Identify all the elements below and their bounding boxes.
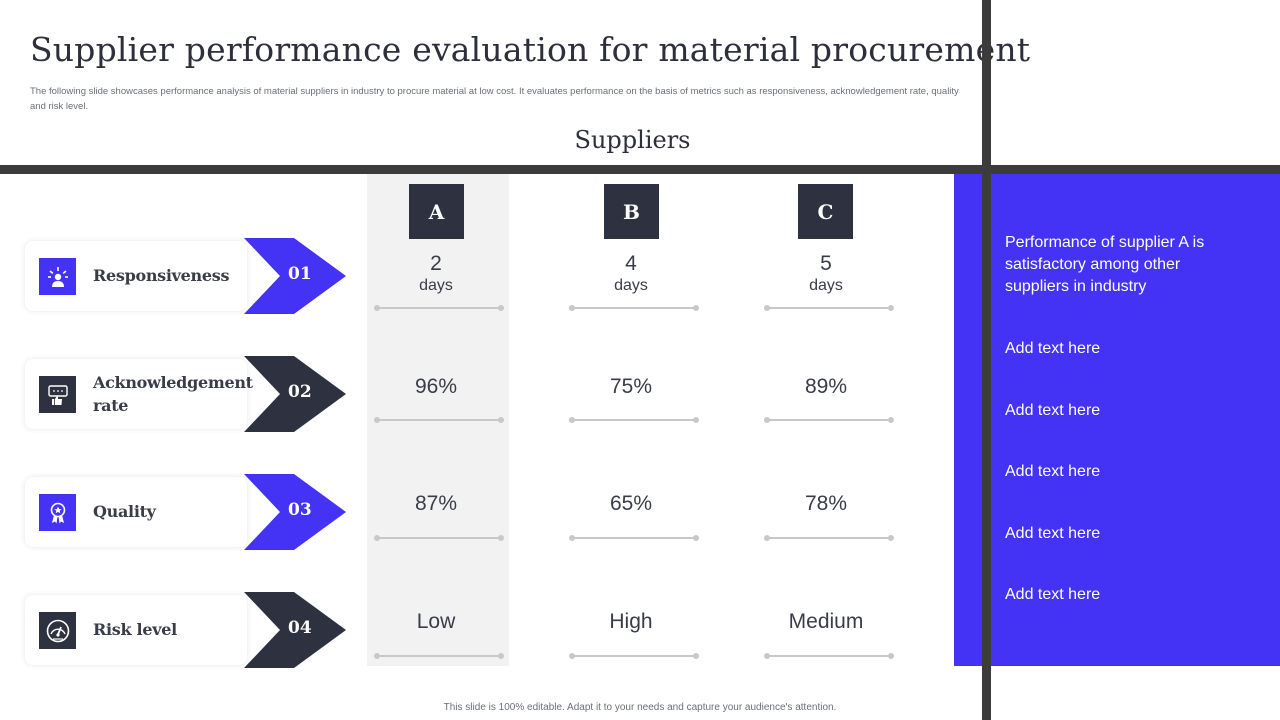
side-panel-item: Add text here <box>1005 586 1101 603</box>
value-unit: days <box>809 277 843 294</box>
side-panel-item: Add text here <box>1005 525 1101 542</box>
metric-card-responsiveness: Responsiveness <box>25 241 247 311</box>
row-separator <box>764 653 894 659</box>
side-panel: Performance of supplier A is satisfactor… <box>954 174 1280 666</box>
value-number: 89% <box>804 375 848 398</box>
side-panel-highlight: Performance of supplier A is satisfactor… <box>1005 234 1205 295</box>
row-separator <box>569 417 699 423</box>
acknowledgement-value-c: 89% <box>756 375 896 399</box>
metric-card-risk-level: Risk level <box>25 595 247 665</box>
gauge-icon <box>39 612 76 649</box>
award-badge-icon <box>39 494 76 531</box>
row-separator <box>374 535 504 541</box>
horizontal-divider <box>0 165 1280 174</box>
responsiveness-value-a: 2 days <box>366 252 506 296</box>
value-number: 4 <box>625 252 637 275</box>
value-number: 75% <box>609 375 653 398</box>
metric-card-acknowledgement: Acknowledgement rate <box>25 359 253 429</box>
metric-label: Quality <box>93 502 156 521</box>
footer-note: This slide is 100% editable. Adapt it to… <box>443 702 837 713</box>
metric-card-quality: Quality <box>25 477 247 547</box>
chevron-02 <box>244 356 346 432</box>
value-number: 96% <box>414 375 458 398</box>
responsiveness-value-c: 5 days <box>756 252 896 296</box>
quality-value-a: 87% <box>366 492 506 516</box>
supplier-c-header: C <box>798 184 853 239</box>
chevron-04 <box>244 592 346 668</box>
row-separator <box>569 653 699 659</box>
value-unit: days <box>614 277 648 294</box>
value-number: 65% <box>609 492 653 515</box>
page-title: Supplier performance evaluation for mate… <box>30 30 1031 69</box>
page-subtitle: The following slide showcases performanc… <box>30 86 959 112</box>
value-number: 5 <box>820 252 832 275</box>
row-separator <box>569 305 699 311</box>
supplier-a-header: A <box>409 184 464 239</box>
quality-value-b: 65% <box>561 492 701 516</box>
row-separator <box>374 305 504 311</box>
metric-label: rate <box>93 396 129 415</box>
value-text: High <box>609 610 653 633</box>
person-bell-icon <box>39 258 76 295</box>
chevron-01 <box>244 238 346 314</box>
metric-label: Risk level <box>93 620 177 639</box>
supplier-b-header: B <box>604 184 659 239</box>
suppliers-heading: Suppliers <box>574 126 691 154</box>
value-number: 78% <box>804 492 848 515</box>
acknowledgement-value-b: 75% <box>561 375 701 399</box>
value-number: 2 <box>430 252 442 275</box>
responsiveness-value-b: 4 days <box>561 252 701 296</box>
value-text: Medium <box>788 610 864 633</box>
thumbs-up-chat-icon <box>39 376 76 413</box>
side-panel-item: Add text here <box>1005 340 1101 357</box>
value-text: Low <box>416 610 456 633</box>
vertical-divider <box>982 0 991 720</box>
risk-value-b: High <box>561 610 701 634</box>
side-panel-item: Add text here <box>1005 463 1101 480</box>
risk-value-a: Low <box>366 610 506 634</box>
value-number: 87% <box>414 492 458 515</box>
side-panel-item: Add text here <box>1005 402 1101 419</box>
row-separator <box>374 417 504 423</box>
acknowledgement-value-a: 96% <box>366 375 506 399</box>
quality-value-c: 78% <box>756 492 896 516</box>
metric-label: Responsiveness <box>93 266 230 285</box>
risk-value-c: Medium <box>756 610 896 634</box>
chevron-03 <box>244 474 346 550</box>
value-unit: days <box>419 277 453 294</box>
metric-label: Acknowledgement <box>93 373 253 392</box>
row-separator <box>764 417 894 423</box>
row-separator <box>569 535 699 541</box>
row-separator <box>374 653 504 659</box>
row-separator <box>764 305 894 311</box>
row-separator <box>764 535 894 541</box>
